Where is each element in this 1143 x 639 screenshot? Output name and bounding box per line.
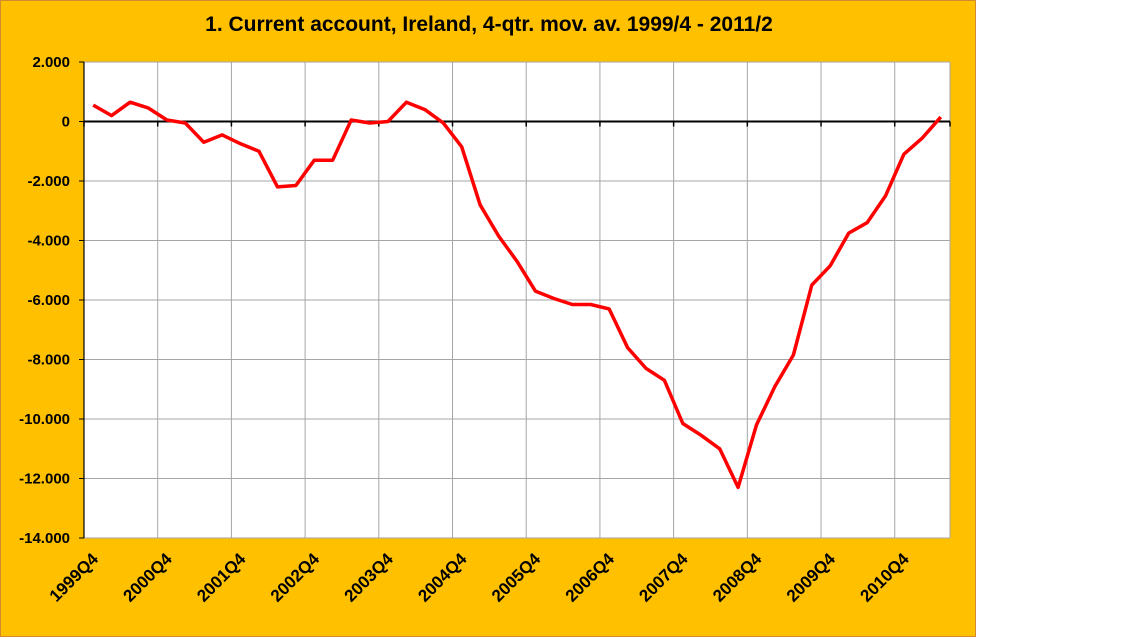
x-tick-label: 2009Q4: [783, 549, 840, 606]
x-tick-label: 2004Q4: [414, 549, 471, 606]
chart-title: 1. Current account, Ireland, 4-qtr. mov.…: [205, 13, 773, 36]
y-tick-label: -10.000: [19, 411, 70, 428]
y-tick-label: 2.000: [32, 54, 70, 71]
x-tick-label: 1999Q4: [46, 549, 103, 606]
y-tick-label: 0: [62, 114, 70, 131]
y-tick-label: -6.000: [27, 292, 70, 309]
series-layer: [92, 100, 943, 490]
x-tick-label: 2005Q4: [488, 549, 545, 606]
y-tick-label: -4.000: [27, 233, 70, 250]
x-tick-label: 2008Q4: [709, 549, 766, 606]
x-tick-label: 2007Q4: [635, 549, 692, 606]
series-line: [92, 100, 943, 490]
y-tick-label: -8.000: [27, 352, 70, 369]
y-tick-label: -2.000: [27, 173, 70, 190]
x-tick-label: 2000Q4: [120, 549, 177, 606]
x-tick-labels: 1999Q4 2000Q4 2001Q4 2002Q4 2003Q4 2004Q4 2005…: [46, 549, 913, 606]
x-tick-label: 2010Q4: [857, 549, 914, 606]
x-tick-label: 2002Q4: [267, 549, 324, 606]
axes: [79, 61, 951, 539]
x-tick-label: 2001Q4: [193, 549, 250, 606]
x-tick-label: 2006Q4: [562, 549, 619, 606]
line-chart: 2.000 0 -2.000 -4.000 -6.000 -8.000 -10.000 -12…: [19, 54, 951, 606]
x-tick-label: 2003Q4: [341, 549, 398, 606]
y-tick-label: -14.000: [19, 530, 70, 547]
y-tick-label: -12.000: [19, 471, 70, 488]
y-tick-labels: 2.000 0 -2.000 -4.000 -6.000 -8.000 -10.000 -12…: [19, 54, 70, 547]
